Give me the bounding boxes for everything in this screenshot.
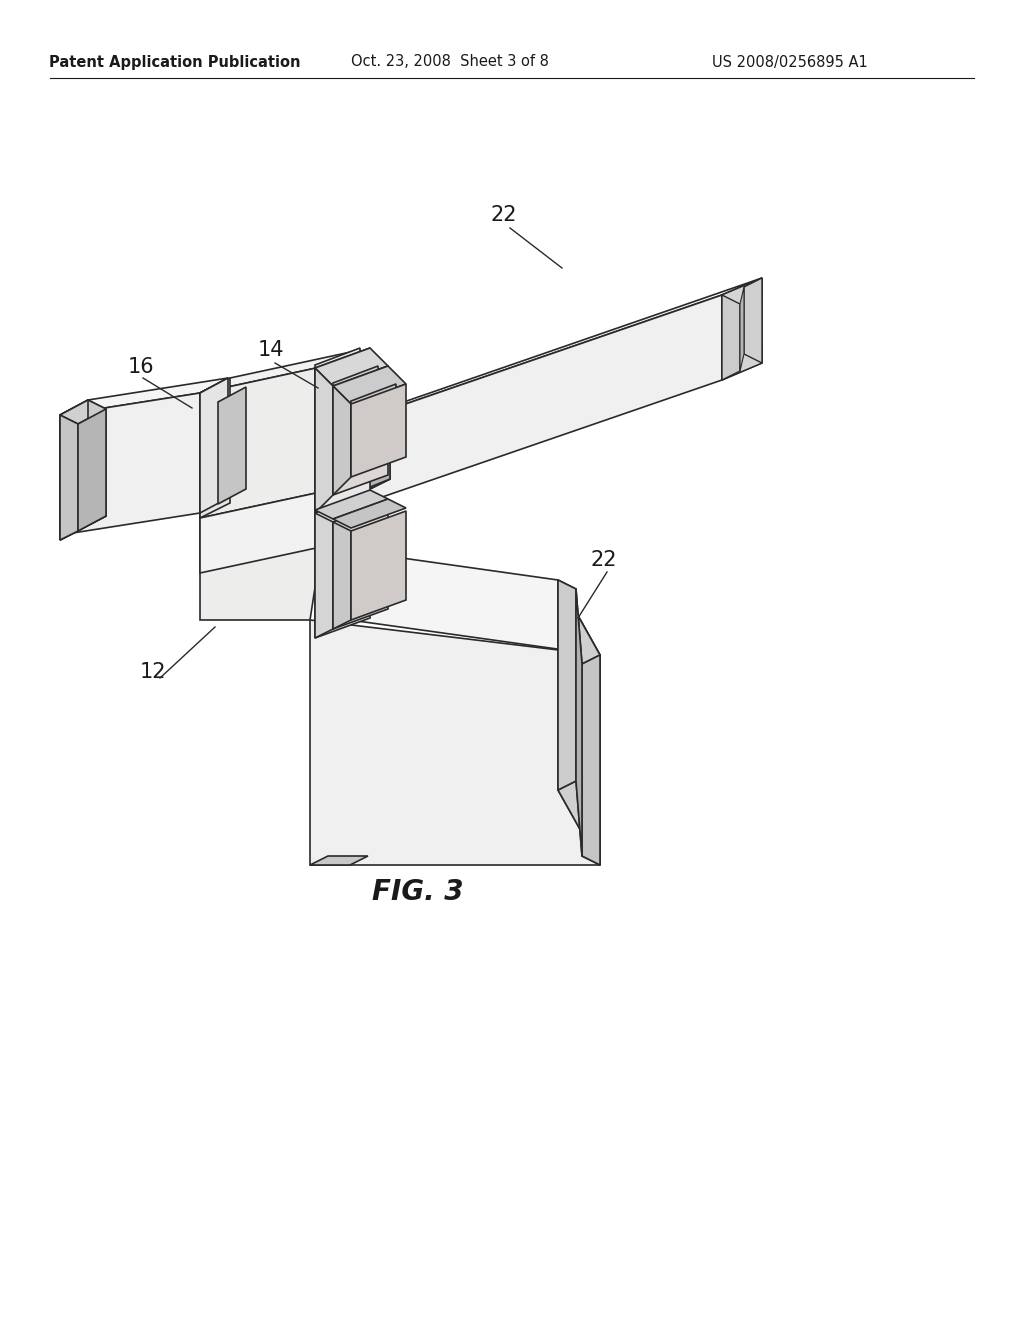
Polygon shape — [60, 516, 106, 540]
Polygon shape — [310, 620, 600, 865]
Polygon shape — [310, 545, 368, 620]
Polygon shape — [60, 393, 200, 535]
Polygon shape — [333, 366, 378, 492]
Polygon shape — [333, 366, 388, 495]
Polygon shape — [315, 350, 360, 385]
Polygon shape — [558, 579, 600, 664]
Polygon shape — [558, 579, 600, 865]
Polygon shape — [740, 286, 744, 371]
Polygon shape — [315, 492, 370, 638]
Polygon shape — [200, 366, 330, 517]
Polygon shape — [333, 502, 388, 630]
Polygon shape — [330, 479, 390, 506]
Text: 14: 14 — [258, 341, 285, 360]
Polygon shape — [722, 345, 762, 380]
Polygon shape — [333, 385, 351, 495]
Polygon shape — [744, 279, 762, 363]
Polygon shape — [330, 294, 722, 515]
Polygon shape — [78, 409, 106, 531]
Polygon shape — [60, 378, 228, 414]
Polygon shape — [558, 781, 600, 865]
Polygon shape — [351, 384, 406, 477]
Polygon shape — [348, 422, 390, 496]
Polygon shape — [333, 499, 406, 528]
Text: 22: 22 — [590, 550, 616, 570]
Polygon shape — [722, 279, 762, 313]
Text: 22: 22 — [490, 205, 516, 224]
Polygon shape — [200, 490, 330, 573]
Polygon shape — [330, 279, 762, 430]
Text: FIG. 3: FIG. 3 — [373, 878, 464, 906]
Polygon shape — [575, 589, 582, 855]
Polygon shape — [330, 413, 372, 506]
Polygon shape — [330, 430, 348, 506]
Polygon shape — [582, 655, 600, 865]
Polygon shape — [88, 400, 106, 525]
Polygon shape — [315, 348, 360, 510]
Polygon shape — [333, 521, 351, 630]
Text: Oct. 23, 2008  Sheet 3 of 8: Oct. 23, 2008 Sheet 3 of 8 — [351, 54, 549, 70]
Text: 16: 16 — [128, 356, 155, 378]
Polygon shape — [315, 348, 370, 513]
Polygon shape — [315, 368, 333, 490]
Polygon shape — [315, 513, 333, 638]
Polygon shape — [200, 490, 330, 620]
Polygon shape — [315, 490, 388, 519]
Polygon shape — [310, 855, 368, 865]
Polygon shape — [372, 413, 390, 488]
Polygon shape — [218, 387, 246, 504]
Text: 12: 12 — [140, 663, 167, 682]
Polygon shape — [333, 366, 406, 404]
Polygon shape — [722, 279, 762, 380]
Polygon shape — [200, 350, 360, 393]
Polygon shape — [351, 511, 406, 620]
Polygon shape — [330, 413, 390, 440]
Polygon shape — [558, 579, 575, 789]
Polygon shape — [200, 378, 230, 517]
Polygon shape — [722, 294, 740, 380]
Text: Patent Application Publication: Patent Application Publication — [49, 54, 301, 70]
Polygon shape — [60, 400, 88, 540]
Polygon shape — [315, 368, 333, 513]
Text: US 2008/0256895 A1: US 2008/0256895 A1 — [712, 54, 868, 70]
Polygon shape — [60, 414, 78, 540]
Polygon shape — [200, 378, 228, 513]
Polygon shape — [200, 378, 228, 513]
Polygon shape — [315, 348, 388, 385]
Polygon shape — [351, 384, 396, 474]
Polygon shape — [60, 400, 106, 424]
Polygon shape — [310, 545, 600, 655]
